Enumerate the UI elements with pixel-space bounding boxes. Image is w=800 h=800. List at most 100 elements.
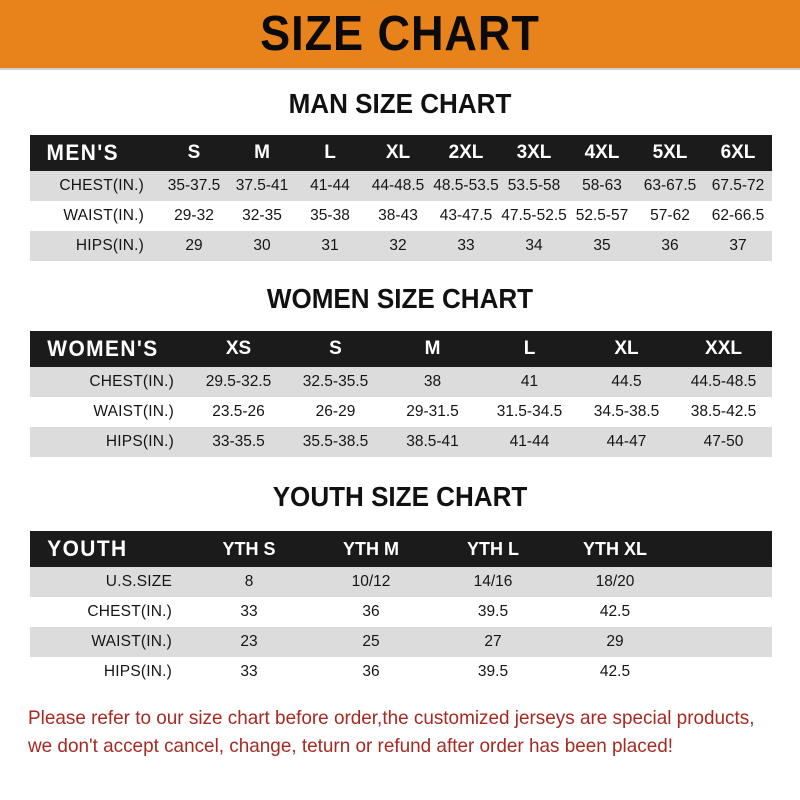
women-row-2-val-5: 47-50 <box>703 433 744 450</box>
youth-row-2-label: WAIST(IN.) <box>91 633 172 650</box>
man-row-1-val-6: 52.5-57 <box>575 207 629 224</box>
table-row: WAIST(IN.) 23.5-26 26-29 29-31.5 31.5-34… <box>30 397 772 427</box>
women-row-1-val-5: 38.5-42.5 <box>690 403 757 420</box>
women-row-0-val-0: 29.5-32.5 <box>205 373 272 390</box>
youth-row-0-spacer <box>676 567 772 597</box>
man-row-2-val-6: 35 <box>593 237 611 254</box>
women-table-head: WOMEN'S XS S M L XL XXL <box>30 331 772 367</box>
youth-row-1-val-2: 39.5 <box>477 603 509 620</box>
youth-row-2-val-2: 27 <box>484 633 502 650</box>
youth-row-1-val-3: 42.5 <box>599 603 631 620</box>
youth-row-3-val-1: 36 <box>362 663 380 680</box>
women-row-0-val-3: 41 <box>520 373 539 390</box>
man-row-1-val-4: 43-47.5 <box>439 207 493 224</box>
man-row-0-val-5: 53.5-58 <box>507 177 561 194</box>
youth-row-0-label: U.S.SIZE <box>105 573 172 590</box>
women-size-col-2: M <box>424 338 441 359</box>
man-size-col-7: 5XL <box>652 142 688 163</box>
man-row-0-val-2: 41-44 <box>310 177 350 194</box>
man-row-1-val-8: 62-66.5 <box>711 207 765 224</box>
man-row-1-label: WAIST(IN.) <box>63 207 144 224</box>
women-row-0-val-5: 44.5-48.5 <box>690 373 757 390</box>
man-size-col-6: 4XL <box>584 142 620 163</box>
page-title: SIZE CHART <box>260 6 540 61</box>
man-size-col-3: XL <box>385 142 411 163</box>
table-row: CHEST(IN.) 29.5-32.5 32.5-35.5 38 41 44.… <box>30 367 772 397</box>
youth-size-col-0: YTH S <box>222 538 276 559</box>
man-row-2-val-0: 29 <box>185 237 203 254</box>
man-size-col-8: 6XL <box>720 142 756 163</box>
youth-section-title: YOUTH SIZE CHART <box>272 481 528 512</box>
man-row-1-val-0: 29-32 <box>174 207 214 224</box>
youth-row-3-spacer <box>676 657 772 687</box>
table-row: CHEST(IN.) 33 36 39.5 42.5 <box>30 597 772 627</box>
man-size-col-1: M <box>254 142 270 163</box>
man-row-0-val-8: 67.5-72 <box>711 177 765 194</box>
women-table-body: CHEST(IN.) 29.5-32.5 32.5-35.5 38 41 44.… <box>30 367 772 457</box>
women-size-col-1: S <box>329 338 342 359</box>
women-row-1-val-0: 23.5-26 <box>212 403 265 420</box>
youth-row-1-val-0: 33 <box>240 603 258 620</box>
table-row: WAIST(IN.) 29-32 32-35 35-38 38-43 43-47… <box>30 201 772 231</box>
table-row: WAIST(IN.) 23 25 27 29 <box>30 627 772 657</box>
youth-size-section: YOUTH SIZE CHART YOUTH YTH S YTH M YTH L… <box>0 483 800 687</box>
man-row-2-val-3: 32 <box>389 237 407 254</box>
women-header-label: WOMEN'S <box>47 336 159 361</box>
youth-table-body: U.S.SIZE 8 10/12 14/16 18/20 CHEST(IN.) … <box>30 567 772 687</box>
man-row-1-val-1: 32-35 <box>242 207 282 224</box>
man-row-1-val-7: 57-62 <box>650 207 690 224</box>
man-header-label: MEN'S <box>46 140 120 165</box>
women-header-row: WOMEN'S XS S M L XL XXL <box>30 331 772 367</box>
man-size-section: MAN SIZE CHART MEN'S S M L XL 2XL 3XL 4X… <box>0 90 800 261</box>
man-row-0-val-1: 37.5-41 <box>235 177 289 194</box>
man-table-body: CHEST(IN.) 35-37.5 37.5-41 41-44 44-48.5… <box>30 171 772 261</box>
women-row-2-val-1: 35.5-38.5 <box>302 433 369 450</box>
table-row: CHEST(IN.) 35-37.5 37.5-41 41-44 44-48.5… <box>30 171 772 201</box>
youth-header-spacer <box>676 531 772 567</box>
youth-row-0-val-2: 14/16 <box>473 573 513 590</box>
youth-row-2-val-3: 29 <box>606 633 624 650</box>
women-row-1-val-1: 26-29 <box>315 403 356 420</box>
man-row-2-label: HIPS(IN.) <box>75 237 144 254</box>
man-row-0-val-0: 35-37.5 <box>167 177 221 194</box>
man-row-2-val-7: 36 <box>661 237 679 254</box>
man-row-2-val-1: 30 <box>253 237 271 254</box>
women-size-col-5: XXL <box>705 338 742 359</box>
youth-row-1-val-1: 36 <box>362 603 380 620</box>
man-header-row: MEN'S S M L XL 2XL 3XL 4XL 5XL 6XL <box>30 135 772 171</box>
women-row-1-val-2: 29-31.5 <box>406 403 459 420</box>
youth-row-3-label: HIPS(IN.) <box>103 663 172 680</box>
page-banner: SIZE CHART <box>0 0 800 70</box>
man-size-col-2: L <box>324 142 336 163</box>
man-size-table: MEN'S S M L XL 2XL 3XL 4XL 5XL 6XL CHEST… <box>30 135 772 261</box>
women-row-0-val-1: 32.5-35.5 <box>302 373 369 390</box>
youth-size-col-1: YTH M <box>343 538 399 559</box>
youth-row-2-val-0: 23 <box>240 633 258 650</box>
women-row-0-val-4: 44.5 <box>611 373 642 390</box>
youth-row-1-spacer <box>676 597 772 627</box>
women-size-table: WOMEN'S XS S M L XL XXL CHEST(IN.) 29.5-… <box>30 331 772 457</box>
youth-row-2-val-1: 25 <box>362 633 380 650</box>
youth-header-row: YOUTH YTH S YTH M YTH L YTH XL <box>30 531 772 567</box>
table-row: HIPS(IN.) 33-35.5 35.5-38.5 38.5-41 41-4… <box>30 427 772 457</box>
women-row-2-val-3: 41-44 <box>509 433 550 450</box>
youth-size-col-3: YTH XL <box>582 538 647 559</box>
youth-header-label: YOUTH <box>47 536 128 561</box>
women-row-0-label: CHEST(IN.) <box>89 373 174 390</box>
man-table-head: MEN'S S M L XL 2XL 3XL 4XL 5XL 6XL <box>30 135 772 171</box>
women-row-2-val-2: 38.5-41 <box>406 433 459 450</box>
women-size-section: WOMEN SIZE CHART WOMEN'S XS S M L XL XXL… <box>0 285 800 457</box>
man-size-col-5: 3XL <box>516 142 552 163</box>
table-row: HIPS(IN.) 29 30 31 32 33 34 35 36 37 <box>30 231 772 261</box>
youth-size-table: YOUTH YTH S YTH M YTH L YTH XL U.S.SIZE … <box>30 531 772 687</box>
youth-row-3-val-2: 39.5 <box>477 663 509 680</box>
man-row-2-val-5: 34 <box>525 237 543 254</box>
women-size-col-0: XS <box>225 338 252 359</box>
man-row-0-label: CHEST(IN.) <box>59 177 144 194</box>
women-size-col-3: L <box>523 338 536 359</box>
man-row-2-val-4: 33 <box>457 237 475 254</box>
women-row-2-val-0: 33-35.5 <box>212 433 265 450</box>
footer-disclaimer: Please refer to our size chart before or… <box>28 705 754 760</box>
table-row: HIPS(IN.) 33 36 39.5 42.5 <box>30 657 772 687</box>
youth-row-3-val-0: 33 <box>240 663 258 680</box>
